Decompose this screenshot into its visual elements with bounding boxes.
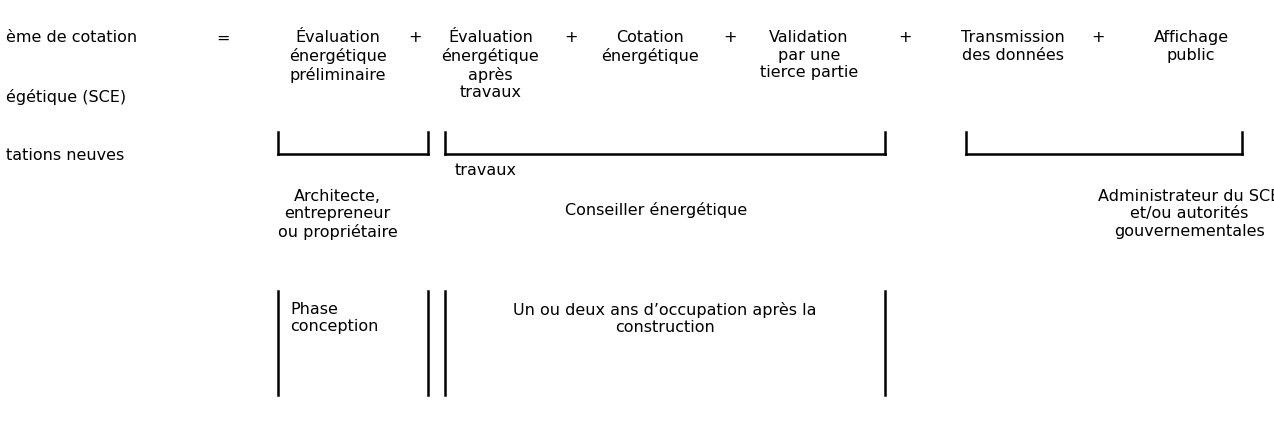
Text: Évaluation
énergétique
après
travaux: Évaluation énergétique après travaux: [442, 30, 539, 100]
Text: travaux: travaux: [455, 163, 517, 178]
Text: Transmission
des données: Transmission des données: [961, 30, 1065, 63]
Text: Affichage
public: Affichage public: [1154, 30, 1228, 63]
Text: +: +: [564, 30, 577, 46]
Text: Évaluation
énergétique
préliminaire: Évaluation énergétique préliminaire: [289, 30, 386, 82]
Text: égétique (SCE): égétique (SCE): [6, 89, 126, 105]
Text: ème de cotation: ème de cotation: [6, 30, 138, 46]
Text: =: =: [217, 30, 229, 46]
Text: +: +: [1092, 30, 1105, 46]
Text: Architecte,
entrepreneur
ou propriétaire: Architecte, entrepreneur ou propriétaire: [278, 189, 397, 240]
Text: Cotation
énergétique: Cotation énergétique: [601, 30, 698, 64]
Text: Un ou deux ans d’occupation après la
construction: Un ou deux ans d’occupation après la con…: [513, 302, 817, 335]
Text: Conseiller énergétique: Conseiller énergétique: [564, 202, 748, 218]
Text: Validation
par une
tierce partie: Validation par une tierce partie: [759, 30, 859, 80]
Text: +: +: [898, 30, 911, 46]
Text: tations neuves: tations neuves: [6, 148, 125, 163]
Text: Administrateur du SCE
et/ou autorités
gouvernementales: Administrateur du SCE et/ou autorités go…: [1098, 189, 1274, 239]
Text: Phase
conception: Phase conception: [290, 302, 378, 334]
Text: +: +: [724, 30, 736, 46]
Text: +: +: [409, 30, 422, 46]
